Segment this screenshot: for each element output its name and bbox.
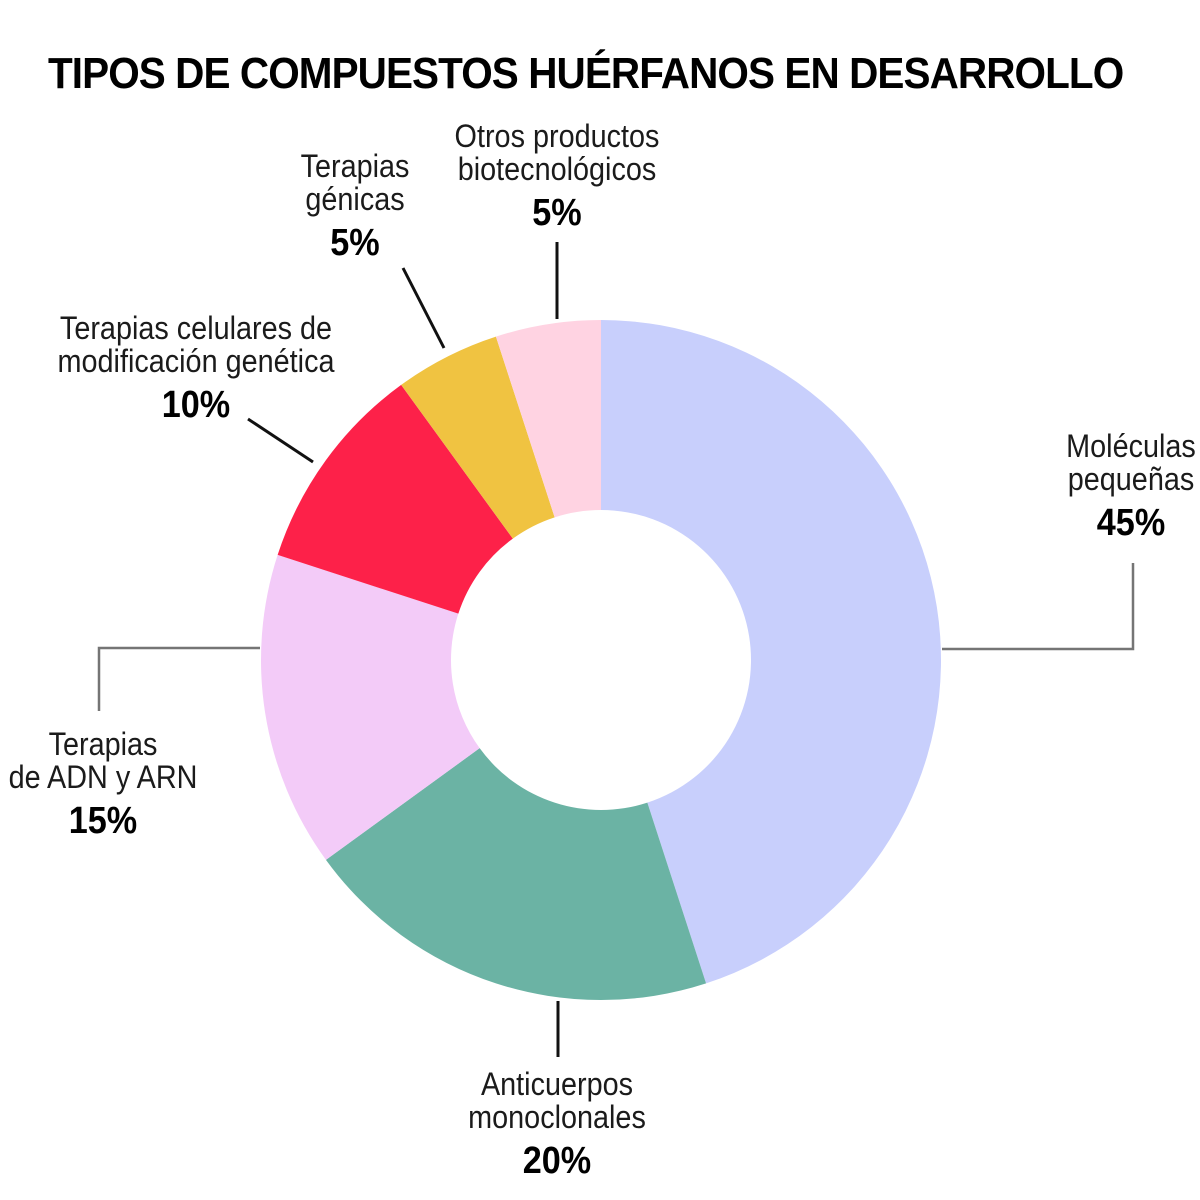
slice-label-line: de ADN y ARN — [8, 759, 198, 795]
pie-slice-2 — [325, 748, 707, 1001]
slice-percent: 45% — [1096, 502, 1166, 544]
slice-label-genicas: Terapias génicas 5% — [300, 148, 410, 264]
pie-slice-3 — [260, 554, 480, 860]
slice-label-line: Otros productos — [454, 118, 660, 154]
chart-title: TIPOS DE COMPUESTOS HUÉRFANOS EN DESARRO… — [48, 49, 1124, 99]
slice-label-otros: Otros productos biotecnológicos 5% — [454, 118, 660, 234]
slice-label-line: Terapias — [48, 726, 158, 762]
slice-percent: 20% — [522, 1140, 592, 1182]
slice-percent: 5% — [330, 222, 380, 264]
slice-label-line: Moléculas — [1066, 428, 1196, 464]
leader-lines-group — [97, 242, 1135, 1057]
leader-line-genicas — [401, 267, 446, 349]
pie-slice-5 — [401, 336, 555, 539]
pie-slice-4 — [277, 384, 513, 614]
slice-label-line: génicas — [305, 181, 405, 217]
pie-slice-6 — [495, 320, 601, 518]
slice-label-adn: Terapias de ADN y ARN 15% — [8, 726, 198, 842]
slice-percent: 15% — [68, 800, 138, 842]
pie-slice-1 — [601, 320, 942, 984]
leader-line-moleculas — [942, 563, 1135, 651]
slice-label-line: biotecnológicos — [457, 151, 657, 187]
slice-label-line: Terapias celulares de — [59, 310, 333, 346]
slice-percent: 10% — [161, 384, 231, 426]
slice-label-line: pequeñas — [1067, 461, 1195, 497]
slice-label-line: monoclonales — [468, 1099, 646, 1135]
slice-percent: 5% — [532, 192, 582, 234]
slice-label-anticuerpos: Anticuerpos monoclonales 20% — [468, 1066, 646, 1182]
slice-label-line: modificación genética — [57, 343, 335, 379]
leader-line-celulares — [247, 417, 314, 464]
donut-slices-group — [260, 320, 942, 1001]
slice-label-line: Terapias — [300, 148, 410, 184]
slice-label-moleculas: Moléculas pequeñas 45% — [1066, 428, 1196, 544]
slice-label-line: Anticuerpos — [480, 1066, 634, 1102]
slice-label-celulares: Terapias celulares de modificación genét… — [57, 310, 335, 426]
leader-line-adn — [97, 646, 260, 711]
